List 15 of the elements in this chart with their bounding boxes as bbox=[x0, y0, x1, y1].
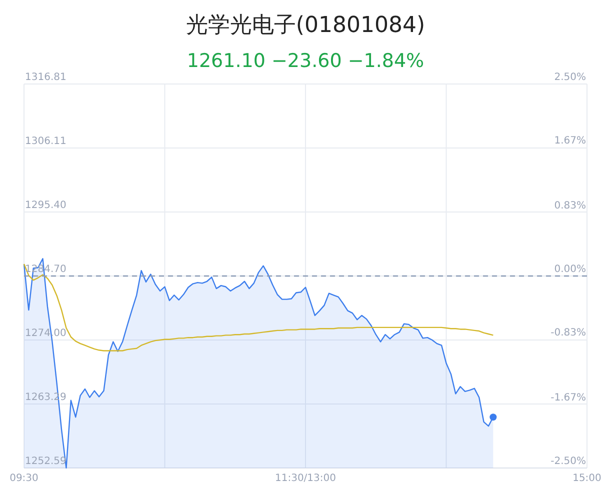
y2-tick-label: 0.00% bbox=[554, 264, 586, 275]
x-tick-label: 15:00 bbox=[572, 473, 602, 484]
y2-tick-label: 1.67% bbox=[554, 136, 586, 147]
y2-tick-label: 2.50% bbox=[554, 72, 586, 83]
y2-tick-label: 0.83% bbox=[554, 200, 586, 212]
x-tick-label: 09:30 bbox=[10, 473, 38, 484]
chart-subtitle: 1261.10 −23.60 −1.84% bbox=[186, 50, 424, 72]
y2-tick-label: -1.67% bbox=[550, 392, 586, 404]
chart-title: 光学光电子(01801084) bbox=[186, 13, 426, 38]
y2-tick-label: -0.83% bbox=[550, 328, 586, 339]
y-tick-label: 1295.40 bbox=[25, 200, 66, 212]
y-tick-label: 1306.11 bbox=[25, 136, 66, 147]
y2-tick-label: -2.50% bbox=[550, 456, 586, 467]
x-tick-label: 11:30/13:00 bbox=[274, 473, 336, 484]
y-tick-label: 1316.81 bbox=[25, 72, 66, 83]
